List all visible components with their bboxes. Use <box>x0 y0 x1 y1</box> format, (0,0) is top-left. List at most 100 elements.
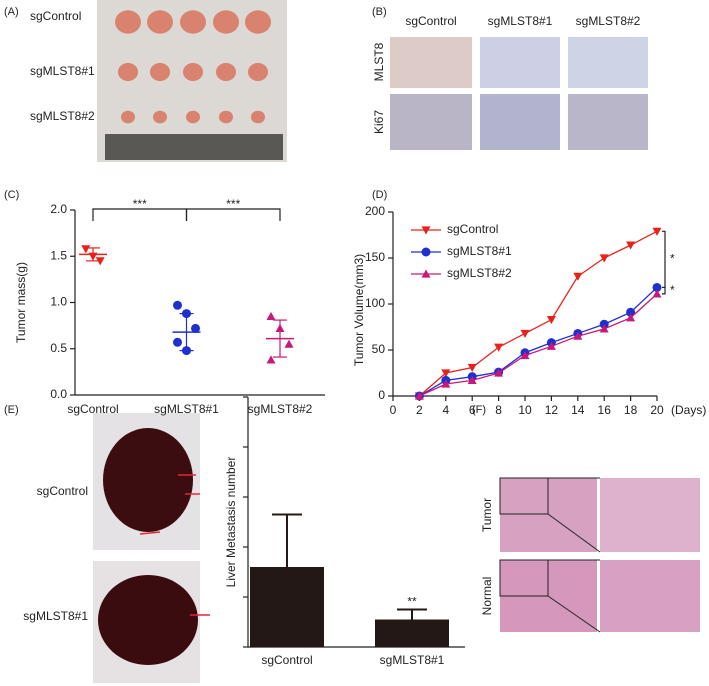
data-point <box>626 241 636 250</box>
data-point <box>520 351 530 360</box>
significance: ** <box>407 595 417 609</box>
tumor <box>245 10 271 34</box>
data-point <box>652 289 662 298</box>
y-tick-label: 1.5 <box>50 248 67 262</box>
data-point <box>284 339 294 348</box>
significance: *** <box>226 197 240 211</box>
x-tick-label: 2 <box>416 403 423 417</box>
photo-label: sgMLST8#1 <box>23 609 88 623</box>
row-label: MLST8 <box>372 42 386 81</box>
bar <box>375 619 449 647</box>
histology-images <box>499 477 700 633</box>
x-tick-label: 0 <box>390 403 397 417</box>
tumor <box>219 110 233 124</box>
tumor <box>118 63 138 81</box>
data-point <box>467 375 477 384</box>
ihc-images <box>390 37 648 150</box>
arrows <box>139 474 210 616</box>
legend-marker <box>421 226 431 235</box>
y-tick-label: 200 <box>365 204 385 218</box>
tumor <box>251 110 265 124</box>
data-point <box>652 282 662 292</box>
tumor <box>115 10 141 34</box>
data-point <box>626 307 636 317</box>
ihc-image <box>568 37 648 88</box>
photo-label: sgMLST8#2 <box>30 109 95 123</box>
photo-label: sgControl <box>37 484 88 498</box>
y-tick-label: 0.5 <box>50 341 67 355</box>
series-line <box>419 293 658 397</box>
panel-label: (D) <box>372 189 387 201</box>
row-label: Tumor <box>480 498 494 532</box>
data-point <box>546 341 556 350</box>
ruler <box>105 134 283 160</box>
y-tick-label: 1.0 <box>50 295 67 309</box>
column-label: sgMLST8#2 <box>576 14 641 28</box>
data-point <box>266 355 276 364</box>
legend-marker <box>421 269 431 278</box>
y-axis-title: Tumor Volume(mm3) <box>352 254 366 366</box>
x-tick-label: sgMLST8#1 <box>380 653 445 667</box>
y-tick-label: 100 <box>365 296 385 310</box>
tumor <box>216 63 236 81</box>
tumor <box>147 10 173 34</box>
x-tick-label: 20 <box>650 403 664 417</box>
data-point <box>573 331 583 340</box>
row-label: Normal <box>480 577 494 616</box>
x-tick-label: 8 <box>495 403 502 417</box>
data-point <box>414 391 424 400</box>
legend-label: sgMLST8#2 <box>447 266 512 280</box>
column-label: sgControl <box>405 14 456 28</box>
data-point <box>173 337 182 347</box>
legend-label: sgControl <box>447 222 498 236</box>
data-point <box>441 379 451 388</box>
significance-bracket <box>662 230 666 289</box>
tumor-photo <box>97 0 287 162</box>
panel-label: (B) <box>372 6 387 18</box>
data-point <box>191 323 200 333</box>
data-point <box>95 257 105 266</box>
x-tick-label: 6 <box>469 403 476 417</box>
tumor <box>180 10 206 34</box>
series-line <box>418 230 658 397</box>
significance: * <box>670 252 675 266</box>
data-point <box>520 329 530 338</box>
y-axis-title: Liver Metastasis number <box>224 457 238 588</box>
panel-label: (C) <box>4 189 19 201</box>
ihc-image <box>568 94 648 150</box>
x-tick-label: 10 <box>518 403 532 417</box>
ihc-image <box>480 37 560 88</box>
bar <box>250 567 324 647</box>
data-point <box>599 254 609 263</box>
x-axis-unit: (Days) <box>671 403 706 417</box>
x-tick-label: sgControl <box>67 402 118 416</box>
data-point <box>599 319 609 329</box>
tumor <box>121 110 135 124</box>
photo-label: sgMLST8#1 <box>30 64 95 78</box>
y-tick-label: 0.0 <box>50 387 67 401</box>
data-point <box>626 313 636 322</box>
data-point <box>494 343 504 352</box>
series-line <box>419 286 658 397</box>
y-tick-label: 2.0 <box>50 202 67 216</box>
data-point <box>573 272 583 281</box>
ihc-image <box>480 94 560 150</box>
data-point <box>173 300 182 310</box>
panel-label: (E) <box>4 404 19 416</box>
significance: * <box>670 283 675 297</box>
x-tick-label: 18 <box>624 403 638 417</box>
ihc-image <box>390 37 472 88</box>
legend-label: sgMLST8#1 <box>447 244 512 258</box>
data-point <box>494 368 504 377</box>
significance-bracket <box>185 208 281 221</box>
y-tick-label: 0 <box>378 388 385 402</box>
x-tick-label: sgMLST8#2 <box>248 402 313 416</box>
data-point <box>599 324 609 333</box>
x-tick-label: sgMLST8#1 <box>154 402 219 416</box>
tumor <box>183 63 203 81</box>
data-point <box>652 227 662 236</box>
legend-marker <box>421 247 431 257</box>
data-point <box>467 363 477 372</box>
data-point <box>546 316 556 325</box>
significance-bracket <box>662 286 666 295</box>
